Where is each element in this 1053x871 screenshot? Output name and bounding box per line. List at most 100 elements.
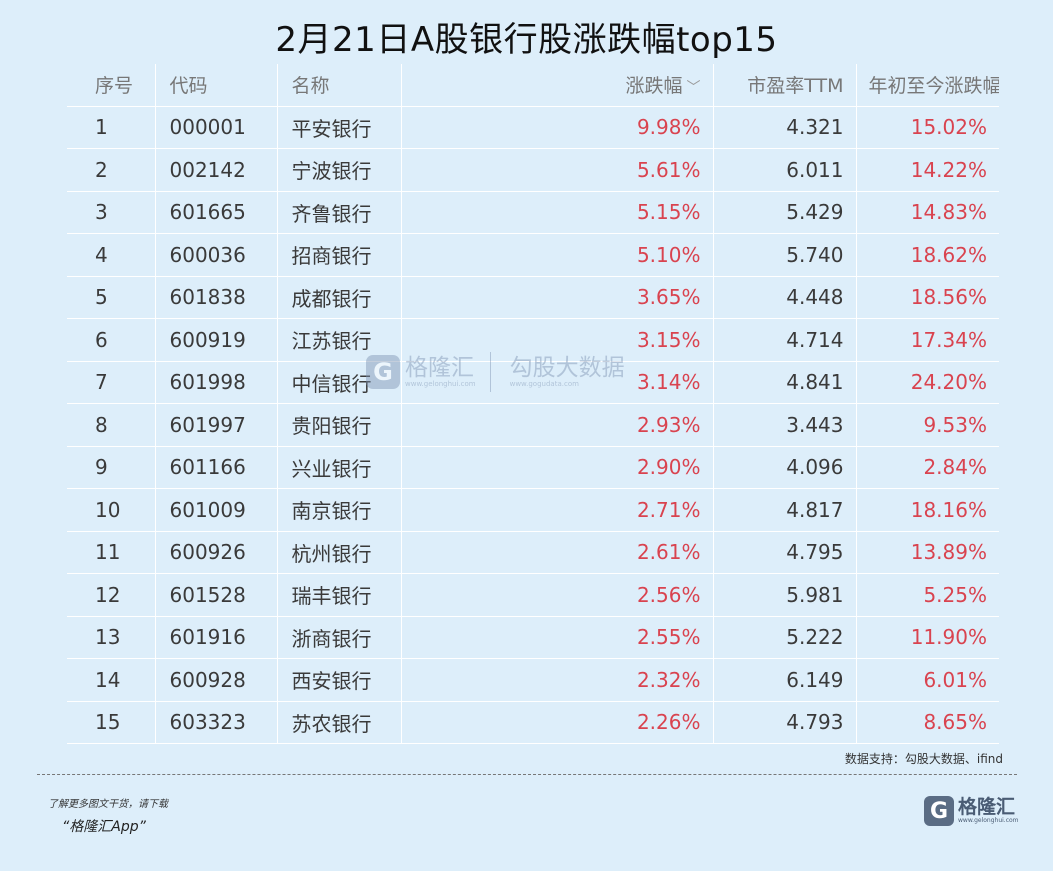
cell-ytd: 15.02% — [856, 106, 999, 149]
cell-code: 601166 — [155, 446, 278, 489]
cell-pe: 4.448 — [713, 276, 857, 319]
cell-code: 601838 — [155, 276, 278, 319]
cell-index: 10 — [67, 488, 156, 532]
cell-name: 南京银行 — [277, 488, 402, 532]
cell-code: 601528 — [155, 573, 278, 617]
cell-pe: 5.429 — [713, 191, 857, 234]
cell-pe: 5.740 — [713, 233, 857, 277]
cell-code: 002142 — [155, 148, 278, 192]
cell-ytd: 6.01% — [856, 658, 999, 702]
cell-change: 9.98% — [401, 106, 714, 149]
cell-code: 601916 — [155, 616, 278, 659]
download-tip: 了解更多图文干货，请下载 — [48, 799, 168, 810]
cell-change: 3.15% — [401, 318, 714, 362]
logo-url: www.gelonghui.com — [958, 817, 1019, 824]
cell-ytd: 17.34% — [856, 318, 999, 362]
cell-index: 3 — [67, 191, 156, 234]
table-row: 6 600919 江苏银行 3.15% 4.714 17.34% — [67, 318, 999, 362]
cell-pe: 6.011 — [713, 148, 857, 192]
cell-index: 4 — [67, 233, 156, 277]
cell-name: 宁波银行 — [277, 148, 402, 192]
cell-index: 2 — [67, 148, 156, 192]
cell-name: 平安银行 — [277, 106, 402, 149]
cell-pe: 4.714 — [713, 318, 857, 362]
cell-code: 601665 — [155, 191, 278, 234]
cell-code: 603323 — [155, 701, 278, 744]
cell-name: 中信银行 — [277, 361, 402, 404]
cell-index: 14 — [67, 658, 156, 702]
data-source-note: 数据支持：勾股大数据、ifind — [844, 752, 1003, 766]
cell-ytd: 9.53% — [856, 403, 999, 447]
cell-index: 7 — [67, 361, 156, 404]
cell-change: 2.56% — [401, 573, 714, 617]
cell-name: 齐鲁银行 — [277, 191, 402, 234]
table-row: 14 600928 西安银行 2.32% 6.149 6.01% — [67, 658, 999, 702]
cell-code: 601997 — [155, 403, 278, 447]
cell-ytd: 8.65% — [856, 701, 999, 744]
cell-code: 600036 — [155, 233, 278, 277]
table-row: 1 000001 平安银行 9.98% 4.321 15.02% — [67, 106, 999, 149]
cell-pe: 5.981 — [713, 573, 857, 617]
cell-change: 5.61% — [401, 148, 714, 192]
table-row: 10 601009 南京银行 2.71% 4.817 18.16% — [67, 488, 999, 532]
brand-logo: G 格隆汇 www.gelonghui.com — [924, 796, 1019, 826]
cell-pe: 4.817 — [713, 488, 857, 532]
cell-pe: 4.795 — [713, 531, 857, 574]
cell-index: 13 — [67, 616, 156, 659]
cell-name: 瑞丰银行 — [277, 573, 402, 617]
app-name: “格隆汇App” — [62, 819, 146, 835]
header-code: 代码 — [155, 64, 278, 107]
cell-change: 2.71% — [401, 488, 714, 532]
cell-ytd: 18.62% — [856, 233, 999, 277]
footer-divider — [37, 774, 1017, 775]
cell-pe: 4.841 — [713, 361, 857, 404]
table-row: 12 601528 瑞丰银行 2.56% 5.981 5.25% — [67, 573, 999, 617]
header-ytd: 年初至今涨跌幅 — [856, 64, 999, 107]
cell-pe: 6.149 — [713, 658, 857, 702]
header-index: 序号 — [67, 64, 156, 107]
cell-ytd: 14.22% — [856, 148, 999, 192]
cell-pe: 5.222 — [713, 616, 857, 659]
cell-name: 成都银行 — [277, 276, 402, 319]
cell-change: 5.10% — [401, 233, 714, 277]
cell-code: 600928 — [155, 658, 278, 702]
cell-change: 2.55% — [401, 616, 714, 659]
header-name: 名称 — [277, 64, 402, 107]
cell-code: 601009 — [155, 488, 278, 532]
cell-change: 3.14% — [401, 361, 714, 404]
cell-name: 苏农银行 — [277, 701, 402, 744]
cell-index: 12 — [67, 573, 156, 617]
cell-change: 2.90% — [401, 446, 714, 489]
cell-name: 西安银行 — [277, 658, 402, 702]
table-row: 4 600036 招商银行 5.10% 5.740 18.62% — [67, 233, 999, 277]
cell-pe: 4.096 — [713, 446, 857, 489]
cell-ytd: 5.25% — [856, 573, 999, 617]
cell-ytd: 11.90% — [856, 616, 999, 659]
cell-code: 000001 — [155, 106, 278, 149]
cell-index: 5 — [67, 276, 156, 319]
cell-code: 601998 — [155, 361, 278, 404]
header-pe: 市盈率TTM — [713, 64, 857, 107]
table-row: 7 601998 中信银行 3.14% 4.841 24.20% — [67, 361, 999, 404]
cell-name: 浙商银行 — [277, 616, 402, 659]
table-header-row: 序号 代码 名称 涨跌幅 ﹀ 市盈率TTM 年初至今涨跌幅 — [67, 64, 999, 107]
table-row: 2 002142 宁波银行 5.61% 6.011 14.22% — [67, 148, 999, 192]
cell-index: 9 — [67, 446, 156, 489]
cell-change: 2.26% — [401, 701, 714, 744]
cell-name: 江苏银行 — [277, 318, 402, 362]
sort-descending-icon[interactable]: ﹀ — [686, 80, 701, 97]
table-row: 3 601665 齐鲁银行 5.15% 5.429 14.83% — [67, 191, 999, 234]
header-change-label: 涨跌幅 — [625, 75, 683, 98]
cell-change: 2.93% — [401, 403, 714, 447]
table-row: 15 603323 苏农银行 2.26% 4.793 8.65% — [67, 701, 999, 744]
cell-name: 贵阳银行 — [277, 403, 402, 447]
cell-code: 600919 — [155, 318, 278, 362]
cell-ytd: 24.20% — [856, 361, 999, 404]
table-row: 8 601997 贵阳银行 2.93% 3.443 9.53% — [67, 403, 999, 447]
cell-index: 1 — [67, 106, 156, 149]
cell-code: 600926 — [155, 531, 278, 574]
cell-change: 2.61% — [401, 531, 714, 574]
header-change[interactable]: 涨跌幅 ﹀ — [401, 64, 714, 107]
cell-pe: 4.321 — [713, 106, 857, 149]
cell-name: 杭州银行 — [277, 531, 402, 574]
